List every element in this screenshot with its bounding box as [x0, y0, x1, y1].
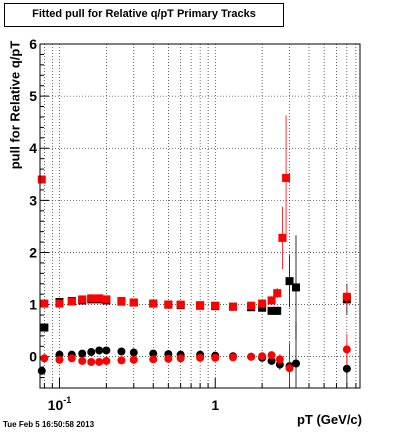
red-square-series: [37, 115, 351, 311]
data-point-square: [164, 300, 173, 309]
data-point-circle: [129, 348, 138, 357]
x-tick-label: 1: [211, 397, 219, 413]
data-point-square: [258, 299, 267, 308]
data-point-circle: [176, 354, 185, 363]
data-point-square: [102, 295, 111, 304]
data-point-square: [278, 233, 287, 242]
chart-title-box: Fitted pull for Relative q/pT Primary Tr…: [4, 3, 284, 27]
data-point-circle: [285, 364, 294, 373]
x-tick-label: 10-1: [48, 395, 72, 413]
data-point-circle: [78, 356, 87, 365]
data-point-square: [291, 283, 300, 292]
data-point-circle: [102, 346, 111, 355]
data-point-circle: [164, 354, 173, 363]
data-point-circle: [102, 356, 111, 365]
data-point-circle: [267, 356, 276, 365]
data-point-circle: [78, 349, 87, 358]
data-point-square: [258, 303, 267, 312]
data-point-square: [273, 306, 282, 315]
plot-frame: [39, 43, 361, 389]
axis-ticks: [40, 43, 357, 388]
y-tick-label: 5: [29, 88, 37, 104]
data-point-square: [282, 173, 291, 182]
data-point-circle: [196, 353, 205, 362]
data-point-circle: [117, 356, 126, 365]
data-point-square: [78, 295, 87, 304]
data-series: [37, 115, 351, 388]
y-tick-label: 2: [29, 244, 37, 260]
data-point-square: [273, 289, 282, 298]
data-point-circle: [87, 348, 96, 357]
y-tick-label: 4: [29, 140, 37, 156]
data-point-circle: [117, 347, 126, 356]
data-point-circle: [267, 351, 276, 360]
data-point-circle: [342, 364, 351, 373]
data-point-square: [117, 296, 126, 305]
y-axis-label: pull for Relative q/pT: [7, 40, 23, 170]
data-point-circle: [55, 355, 64, 364]
red-circle-series: [40, 333, 351, 388]
tick-labels: 0 1 2 3 4 5 6 10-1 1: [29, 36, 219, 413]
black-square-series: [40, 235, 351, 340]
x-axis-label: pT (GeV/c): [296, 412, 362, 427]
data-point-square: [342, 292, 351, 301]
data-point-circle: [67, 354, 76, 363]
x-tick-exponent: -1: [63, 395, 71, 405]
data-point-circle: [247, 352, 256, 361]
data-point-circle: [342, 345, 351, 354]
data-point-square: [267, 306, 276, 315]
y-tick-label: 6: [29, 36, 37, 52]
grid-lines: [40, 43, 360, 388]
data-point-circle: [149, 349, 158, 358]
y-tick-label: 3: [29, 192, 37, 208]
data-point-circle: [129, 355, 138, 364]
data-point-square: [40, 299, 49, 308]
timestamp: Tue Feb 5 16:50:58 2013: [3, 420, 95, 429]
data-point-square: [176, 300, 185, 309]
data-point-circle: [258, 352, 267, 361]
data-point-square: [211, 301, 220, 310]
y-tick-label: 1: [29, 297, 37, 313]
data-point-square: [247, 301, 256, 310]
data-point-square: [285, 277, 294, 286]
data-point-square: [196, 301, 205, 310]
data-point-square: [67, 297, 76, 306]
data-point-square: [149, 299, 158, 308]
data-point-square: [129, 298, 138, 307]
data-point-circle: [291, 359, 300, 368]
data-point-circle: [149, 355, 158, 364]
data-point-circle: [95, 346, 104, 355]
chart-title: Fitted pull for Relative q/pT Primary Tr…: [32, 8, 256, 20]
data-point-square: [37, 175, 46, 184]
data-point-square: [267, 296, 276, 305]
data-point-circle: [211, 353, 220, 362]
data-point-circle: [37, 366, 46, 375]
data-point-square: [228, 302, 237, 311]
data-point-circle: [40, 354, 49, 363]
black-circle-series: [37, 321, 351, 388]
data-point-circle: [228, 353, 237, 362]
data-point-square: [55, 299, 64, 308]
data-point-circle: [95, 357, 104, 366]
y-tick-label: 0: [29, 349, 37, 365]
data-point-square: [40, 323, 49, 332]
data-point-circle: [87, 357, 96, 366]
data-point-circle: [275, 355, 284, 364]
data-point-square: [87, 294, 96, 303]
data-point-square: [95, 294, 104, 303]
